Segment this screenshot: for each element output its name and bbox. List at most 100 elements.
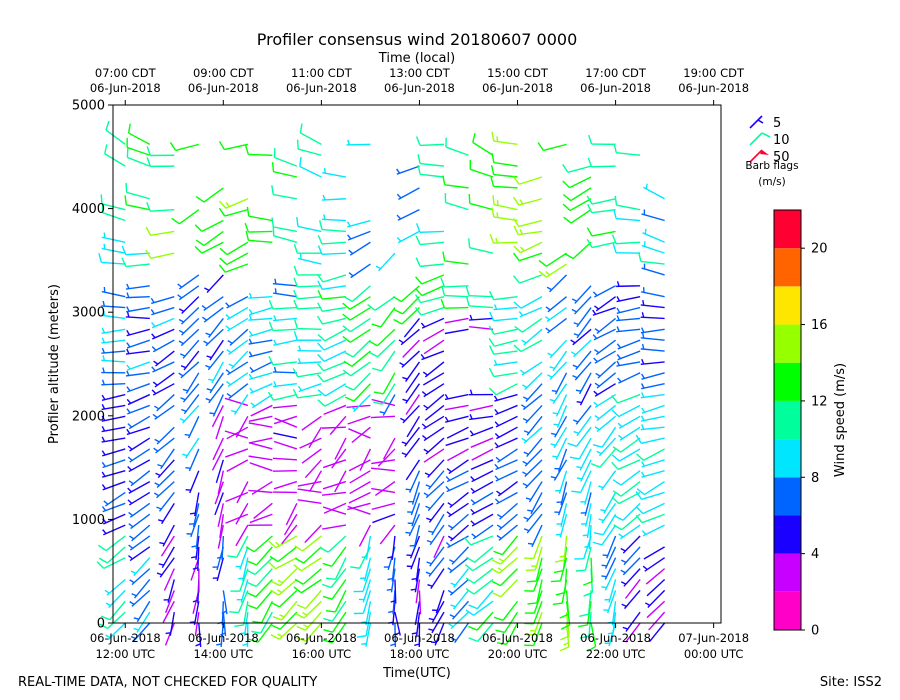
wind-barb bbox=[640, 392, 665, 399]
barb-staff bbox=[641, 267, 665, 276]
wind-barb bbox=[390, 579, 397, 604]
barb-full bbox=[293, 277, 299, 288]
barb-half bbox=[551, 389, 558, 393]
barb-half bbox=[126, 292, 130, 298]
barb-full bbox=[464, 564, 474, 572]
barb-staff bbox=[101, 393, 126, 401]
wind-barb bbox=[246, 579, 273, 598]
barb-staff bbox=[273, 226, 298, 233]
barb-half bbox=[570, 339, 576, 344]
barb-staff bbox=[248, 437, 273, 444]
wind-barb bbox=[469, 404, 494, 412]
barb-staff bbox=[182, 404, 200, 424]
barb-half bbox=[423, 404, 429, 409]
barb-staff bbox=[131, 589, 151, 607]
wind-barb bbox=[433, 535, 445, 559]
barb-staff bbox=[525, 404, 543, 424]
wind-barb bbox=[401, 437, 421, 458]
wind-barb bbox=[195, 622, 202, 647]
barb-staff bbox=[178, 274, 200, 290]
barb-half bbox=[399, 362, 405, 366]
wind-barb bbox=[152, 372, 175, 388]
barb-staff bbox=[434, 622, 445, 646]
wind-barb bbox=[524, 535, 543, 560]
wind-barb bbox=[308, 470, 322, 492]
barb-full bbox=[325, 609, 336, 613]
x-tick-date: 06-Jun-2018 bbox=[188, 631, 259, 645]
wind-barb bbox=[643, 546, 665, 560]
barb-full bbox=[98, 623, 108, 630]
wind-barb bbox=[611, 404, 641, 418]
wind-barb bbox=[105, 622, 126, 641]
barb-half bbox=[641, 343, 645, 350]
barb-full bbox=[323, 629, 333, 633]
barb-half bbox=[519, 229, 523, 235]
barb-half bbox=[276, 589, 283, 594]
barb-staff bbox=[625, 611, 641, 632]
barb-staff bbox=[642, 502, 665, 515]
top-tick-time: 11:00 CDT bbox=[291, 66, 353, 80]
barb-half bbox=[154, 482, 160, 487]
barb-half bbox=[641, 424, 645, 430]
barb-full bbox=[98, 253, 102, 263]
wind-barb bbox=[545, 296, 567, 313]
barb-staff bbox=[102, 459, 126, 469]
barb-half bbox=[216, 643, 222, 646]
barb-staff bbox=[391, 535, 396, 560]
barb-half bbox=[523, 528, 530, 532]
wind-barb bbox=[400, 404, 420, 424]
wind-barb bbox=[304, 524, 322, 543]
barb-half bbox=[101, 394, 106, 400]
barb-staff bbox=[180, 361, 200, 379]
barb-full bbox=[195, 239, 205, 247]
barb-staff bbox=[603, 492, 617, 514]
barb-staff bbox=[212, 394, 224, 417]
barb-staff bbox=[203, 296, 224, 312]
barb-half bbox=[594, 328, 600, 333]
barb-full bbox=[414, 294, 422, 303]
wind-barb bbox=[218, 263, 249, 273]
barb-staff bbox=[415, 557, 421, 582]
barb-half bbox=[396, 237, 402, 242]
wind-barb bbox=[301, 415, 322, 431]
wind-barb bbox=[246, 557, 273, 576]
wind-barb bbox=[182, 372, 200, 394]
barb-half bbox=[470, 487, 476, 493]
wind-barb bbox=[224, 430, 249, 439]
barb-half bbox=[424, 472, 431, 476]
barb-full bbox=[344, 385, 355, 391]
wind-barb bbox=[527, 524, 543, 548]
wind-barb bbox=[612, 243, 641, 254]
barb-staff bbox=[347, 230, 371, 241]
barb-staff bbox=[616, 152, 641, 156]
barb-staff bbox=[161, 546, 175, 569]
wind-barb bbox=[247, 589, 273, 610]
barb-full bbox=[293, 299, 299, 310]
barb-staff bbox=[592, 198, 616, 205]
barb-half bbox=[471, 533, 477, 538]
colorbar-segment bbox=[774, 400, 801, 440]
barb-half bbox=[226, 380, 231, 386]
barb-staff bbox=[601, 426, 617, 448]
barb-half bbox=[423, 448, 429, 453]
wind-barb bbox=[450, 589, 470, 610]
barb-half bbox=[178, 340, 184, 345]
wind-barb bbox=[124, 195, 150, 211]
wind-barb bbox=[316, 372, 347, 383]
barb-half bbox=[274, 278, 277, 285]
barb-full bbox=[317, 280, 323, 290]
wind-barb bbox=[549, 383, 568, 404]
wind-barb bbox=[189, 492, 200, 517]
barb-half bbox=[594, 305, 600, 310]
wind-barb bbox=[317, 234, 346, 245]
barb-half bbox=[101, 471, 106, 477]
barb-staff bbox=[418, 590, 422, 615]
barb-half bbox=[594, 426, 600, 431]
barb-staff bbox=[126, 339, 150, 349]
wind-barb bbox=[562, 176, 592, 189]
barb-half bbox=[641, 392, 645, 398]
wind-barb bbox=[322, 480, 347, 490]
legend-barb-staff bbox=[749, 115, 763, 129]
wind-barb bbox=[513, 252, 543, 262]
wind-barb bbox=[620, 546, 641, 566]
